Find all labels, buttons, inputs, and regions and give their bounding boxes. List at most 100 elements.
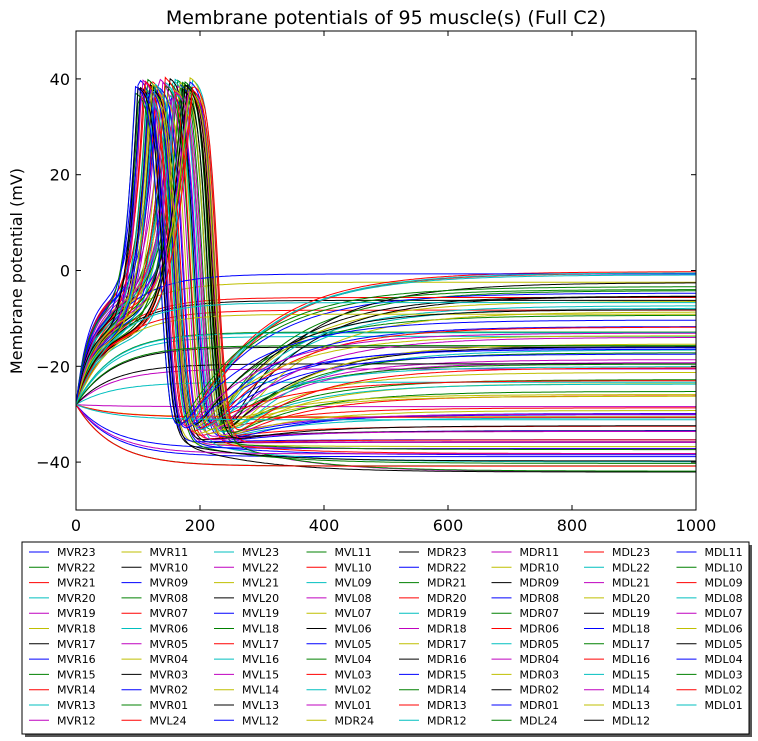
series-line-mdl03	[75, 345, 696, 405]
legend-label-mdl05: MDL05	[705, 638, 743, 651]
series-line-mdl10	[75, 92, 696, 424]
legend-label-mdl22: MDL22	[612, 561, 650, 574]
legend-label-mvl23: MVL23	[242, 546, 279, 559]
legend-label-mvr14: MVR14	[57, 684, 96, 697]
legend-label-mvr21: MVR21	[57, 577, 96, 590]
legend-label-mdr09: MDR09	[520, 577, 560, 590]
legend-label-mvl18: MVL18	[242, 623, 279, 636]
legend-label-mdl23: MDL23	[612, 546, 650, 559]
legend-label-mdl21: MDL21	[612, 577, 650, 590]
series-line-mdl23	[75, 82, 696, 432]
legend-label-mvr08: MVR08	[150, 592, 189, 605]
series-line-mdr03	[75, 89, 696, 437]
series-line-mdr07	[75, 85, 696, 430]
series-line-mdr06	[75, 89, 696, 443]
series-line-mdl07	[75, 79, 696, 427]
legend-label-mdl04: MDL04	[705, 653, 743, 666]
legend-label-mdr08: MDR08	[520, 592, 560, 605]
series-line-mvr15	[75, 79, 696, 432]
legend-label-mdl15: MDL15	[612, 668, 650, 681]
legend-label-mdr01: MDR01	[520, 699, 560, 712]
series-line-mdr10	[75, 93, 696, 435]
legend-label-mvr22: MVR22	[57, 561, 96, 574]
legend-label-mvl11: MVL11	[335, 546, 372, 559]
legend-label-mvl21: MVL21	[242, 577, 279, 590]
legend-label-mdr17: MDR17	[427, 638, 467, 651]
legend-label-mvr06: MVR06	[150, 623, 189, 636]
series-line-mvr23	[75, 404, 696, 458]
series-line-mdl14	[75, 404, 696, 455]
legend-label-mdr06: MDR06	[520, 623, 560, 636]
series-line-mdl17	[75, 89, 696, 472]
legend-label-mdr11: MDR11	[520, 546, 560, 559]
legend-label-mvl02: MVL02	[335, 684, 372, 697]
legend-label-mvr23: MVR23	[57, 546, 96, 559]
x-tick-label: 1000	[676, 516, 717, 535]
legend-label-mvr01: MVR01	[150, 699, 189, 712]
legend-label-mdr19: MDR19	[427, 607, 467, 620]
series-line-mdl22	[75, 93, 697, 423]
legend-label-mdl13: MDL13	[612, 699, 650, 712]
legend-label-mdr16: MDR16	[427, 653, 467, 666]
series-line-mdl16	[75, 76, 696, 427]
series-line-mdl08	[75, 404, 696, 421]
series-line-mdr13	[75, 80, 696, 422]
legend-label-mvr07: MVR07	[150, 607, 189, 620]
legend-label-mvl10: MVL10	[335, 561, 372, 574]
series-line-mdl05	[75, 86, 696, 462]
legend-label-mdl02: MDL02	[705, 684, 743, 697]
legend-label-mdl01: MDL01	[705, 699, 743, 712]
series-line-mdl02	[75, 86, 696, 431]
legend-label-mvr12: MVR12	[57, 714, 96, 727]
series-line-mvr12	[75, 404, 696, 408]
legend-label-mvl09: MVL09	[335, 577, 372, 590]
legend-label-mdl12: MDL12	[612, 714, 650, 727]
series-line-mdr04	[75, 88, 696, 444]
series-line-mvl07	[75, 81, 696, 431]
legend-label-mdr21: MDR21	[427, 577, 467, 590]
series-line-mdr09	[75, 87, 696, 429]
legend-label-mdl08: MDL08	[705, 592, 743, 605]
series-line-mdr05	[75, 94, 696, 433]
legend-label-mvl17: MVL17	[242, 638, 279, 651]
x-tick-label: 200	[185, 516, 216, 535]
series-line-mvr13	[75, 78, 696, 425]
legend-label-mvl03: MVL03	[335, 668, 372, 681]
legend-label-mvr15: MVR15	[57, 668, 96, 681]
y-tick-label: −20	[36, 357, 70, 376]
x-tick-label: 600	[433, 516, 464, 535]
legend-label-mvr11: MVR11	[150, 546, 189, 559]
legend-label-mvl24: MVL24	[150, 714, 187, 727]
legend-label-mdr18: MDR18	[427, 623, 467, 636]
legend-label-mdl19: MDL19	[612, 607, 650, 620]
legend-label-mvr17: MVR17	[57, 638, 96, 651]
legend-label-mvr05: MVR05	[150, 638, 189, 651]
legend-label-mdr24: MDR24	[335, 714, 375, 727]
legend-label-mvl07: MVL07	[335, 607, 372, 620]
series-line-mdr21	[75, 81, 696, 451]
y-tick-label: 0	[60, 262, 70, 281]
x-tick-label: 400	[309, 516, 340, 535]
legend-label-mvl13: MVL13	[242, 699, 279, 712]
legend-label-mvl14: MVL14	[242, 684, 279, 697]
legend-label-mvl06: MVL06	[335, 623, 372, 636]
series-line-mdl20	[75, 89, 696, 434]
legend-label-mdl07: MDL07	[705, 607, 743, 620]
legend-label-mvl15: MVL15	[242, 668, 279, 681]
legend-label-mvr03: MVR03	[150, 668, 189, 681]
series-line-mdl15	[75, 83, 696, 431]
y-tick-label: −40	[36, 453, 70, 472]
legend-label-mdr03: MDR03	[520, 668, 560, 681]
legend-label-mdl09: MDL09	[705, 577, 743, 590]
legend: MVR23 MVR22 MVR21 MVR20 MVR19 MVR18 MVR17 MVR16…	[21, 541, 752, 737]
legend-label-mvl19: MVL19	[242, 607, 279, 620]
legend-label-mvl04: MVL04	[335, 653, 372, 666]
legend-label-mvl22: MVL22	[242, 561, 279, 574]
series-line-mdl04	[75, 85, 696, 426]
legend-label-mvr10: MVR10	[150, 561, 189, 574]
legend-label-mdl11: MDL11	[705, 546, 743, 559]
legend-label-mdr23: MDR23	[427, 546, 467, 559]
legend-label-mdr10: MDR10	[520, 561, 560, 574]
legend-label-mdr12: MDR12	[427, 714, 467, 727]
